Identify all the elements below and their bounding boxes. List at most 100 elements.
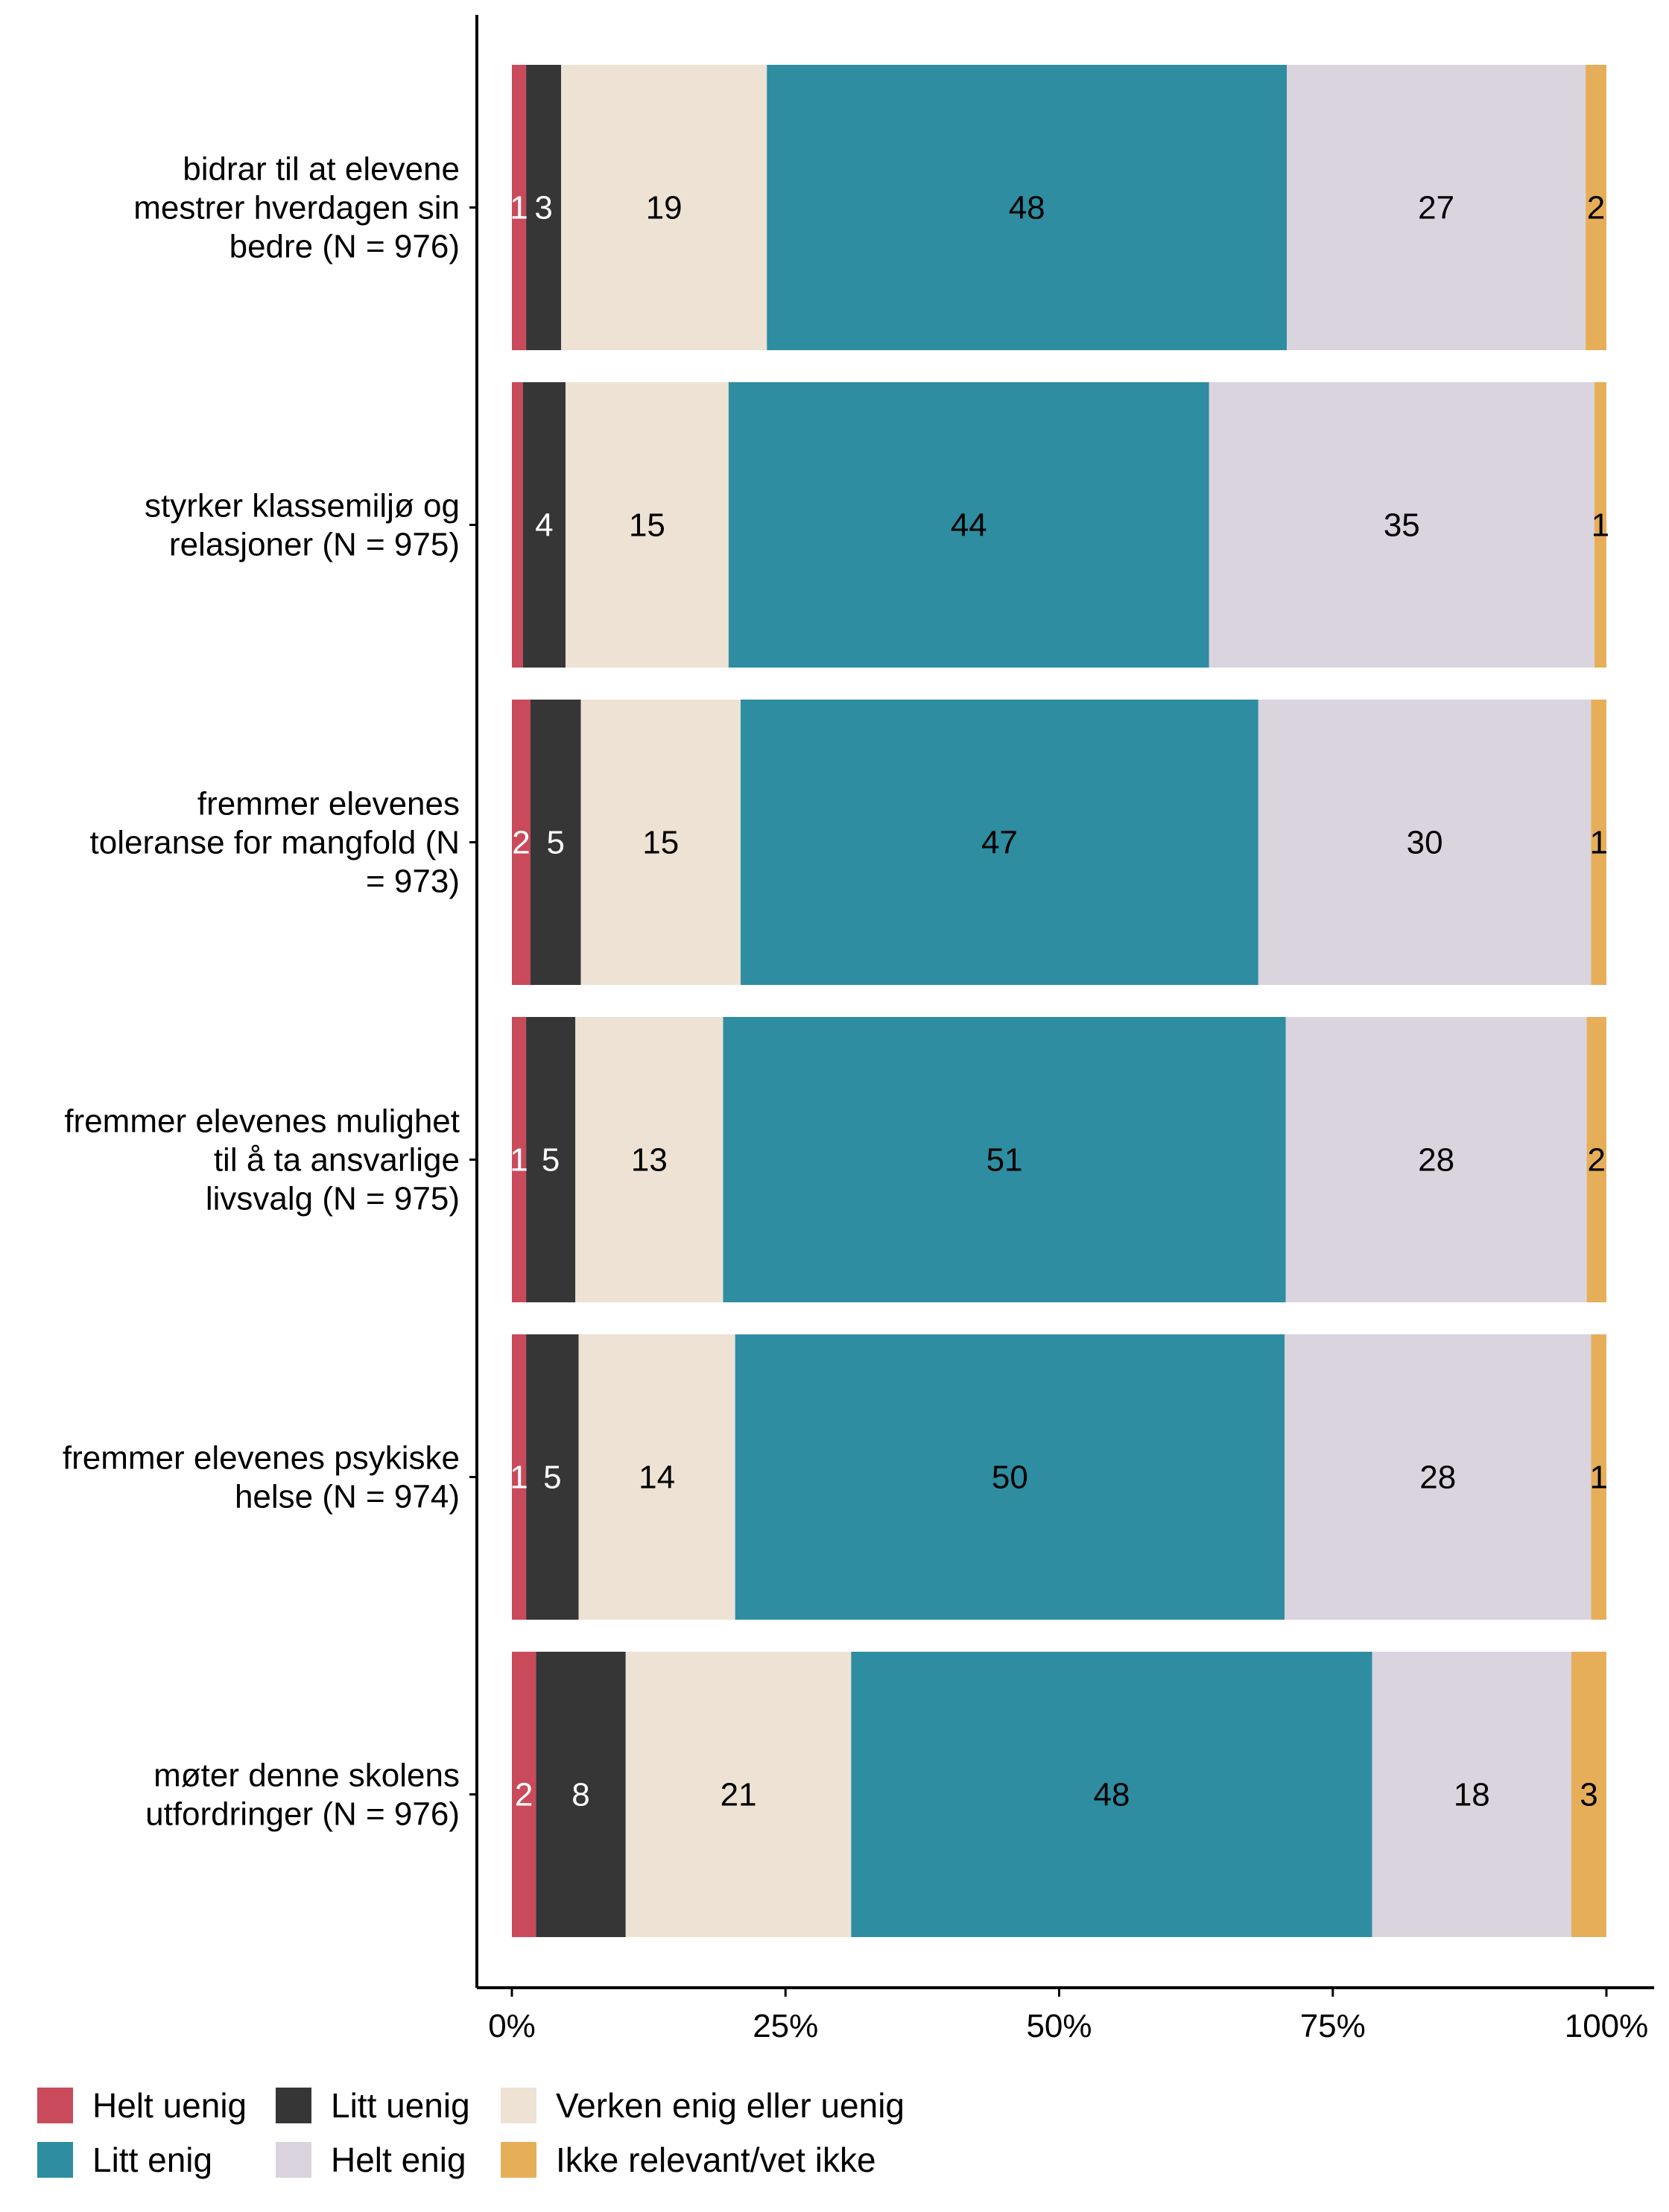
data-label-row-2-litt-uenig: 4 bbox=[535, 507, 553, 544]
bar-segment-ikke-relevant-vet-ikke-row-1 bbox=[1586, 65, 1606, 350]
category-label-line: helse (N = 974) bbox=[235, 1479, 460, 1515]
data-label-row-1-litt-uenig: 3 bbox=[534, 190, 552, 226]
data-label-row-3-ikke-relevant-vet-ikke: 1 bbox=[1589, 825, 1607, 861]
bar-segment-litt-uenig-row-5 bbox=[526, 1334, 579, 1620]
bar-segment-litt-uenig-row-2 bbox=[522, 382, 566, 668]
category-label-row-4: fremmer elevenes mulighet til å ta ansvar… bbox=[64, 1103, 460, 1217]
data-label-row-2-verken-enig-eller-uenig: 15 bbox=[629, 507, 665, 544]
bar-segment-helt-uenig-row-6 bbox=[512, 1652, 536, 1937]
bar-segment-litt-uenig-row-1 bbox=[526, 65, 562, 350]
legend-label-verken-enig-eller-uenig: Verken enig eller uenig bbox=[556, 2086, 905, 2125]
data-label-row-5-helt-uenig: 1 bbox=[510, 1460, 528, 1496]
bar-segment-helt-uenig-row-2 bbox=[512, 382, 523, 668]
data-label-row-5-litt-enig: 50 bbox=[992, 1460, 1028, 1496]
bar-segment-verken-enig-eller-uenig-row-4 bbox=[575, 1017, 723, 1302]
data-label-row-1-verken-enig-eller-uenig: 19 bbox=[646, 190, 683, 226]
data-label-row-2-litt-enig: 44 bbox=[951, 507, 987, 544]
data-label-row-3-helt-uenig: 2 bbox=[512, 825, 530, 861]
data-label-row-4-litt-uenig: 5 bbox=[542, 1142, 560, 1179]
category-labels-group: bidrar til at elevene mestrer hverdagen s… bbox=[63, 151, 460, 1833]
data-label-row-4-litt-enig: 51 bbox=[986, 1142, 1023, 1179]
bar-segment-litt-enig-row-6 bbox=[851, 1652, 1372, 1937]
legend-swatch-helt-enig bbox=[276, 2142, 311, 2178]
category-label-line: styrker klassemiljø og bbox=[145, 488, 460, 525]
legend: Helt uenig Litt uenig Verken enig eller ue… bbox=[37, 2086, 905, 2179]
bar-segment-litt-enig-row-2 bbox=[728, 382, 1209, 668]
data-label-row-2-ikke-relevant-vet-ikke: 1 bbox=[1592, 507, 1609, 544]
axes-group bbox=[469, 15, 1654, 1989]
bar-segment-helt-uenig-row-5 bbox=[512, 1334, 527, 1620]
category-label-line: fremmer elevenes psykiske bbox=[63, 1440, 460, 1477]
data-label-row-6-helt-enig: 18 bbox=[1454, 1777, 1490, 1813]
bar-segment-litt-uenig-row-6 bbox=[536, 1652, 626, 1937]
legend-swatch-verken-enig-eller-uenig bbox=[501, 2088, 536, 2123]
bar-segment-litt-enig-row-4 bbox=[723, 1017, 1286, 1302]
data-label-row-3-helt-enig: 30 bbox=[1407, 825, 1443, 861]
legend-swatch-ikke-relevant-vet-ikke bbox=[501, 2142, 536, 2178]
data-label-row-4-verken-enig-eller-uenig: 13 bbox=[631, 1142, 668, 1179]
category-label-row-1: bidrar til at elevene mestrer hverdagen s… bbox=[133, 151, 460, 265]
data-label-row-6-litt-uenig: 8 bbox=[571, 1777, 589, 1813]
data-label-row-5-ikke-relevant-vet-ikke: 1 bbox=[1589, 1460, 1607, 1496]
category-label-line: utfordringer (N = 976) bbox=[145, 1796, 460, 1833]
bar-segment-verken-enig-eller-uenig-row-2 bbox=[565, 382, 729, 668]
bar-segment-litt-uenig-row-3 bbox=[530, 700, 581, 985]
data-label-row-4-helt-enig: 28 bbox=[1418, 1142, 1454, 1179]
category-label-line: fremmer elevenes bbox=[197, 786, 460, 823]
data-label-row-6-ikke-relevant-vet-ikke: 3 bbox=[1580, 1777, 1597, 1813]
legend-label-litt-uenig: Litt uenig bbox=[331, 2086, 470, 2125]
data-label-row-1-litt-enig: 48 bbox=[1009, 190, 1045, 226]
bar-segment-verken-enig-eller-uenig-row-6 bbox=[625, 1652, 852, 1937]
category-label-line: relasjoner (N = 975) bbox=[169, 527, 460, 563]
x-tick-label: 75% bbox=[1300, 2008, 1366, 2044]
data-label-row-5-helt-enig: 28 bbox=[1419, 1460, 1456, 1496]
x-tick-label: 50% bbox=[1026, 2008, 1092, 2044]
bar-segment-helt-enig-row-3 bbox=[1258, 700, 1592, 985]
bar-segment-verken-enig-eller-uenig-row-1 bbox=[561, 65, 767, 350]
x-tick-label: 100% bbox=[1565, 2008, 1649, 2044]
bar-segment-helt-enig-row-6 bbox=[1372, 1652, 1571, 1937]
x-ticks-group: 0% 25% 50% 75% 100% bbox=[488, 1988, 1648, 2044]
bar-segment-ikke-relevant-vet-ikke-row-4 bbox=[1586, 1017, 1606, 1302]
data-labels-group: 1 3 19 48 27 24 15 44 35 12 5 15 47 30 11 5 13 51 28 21 5 14 5… bbox=[510, 190, 1609, 1813]
data-label-row-1-ikke-relevant-vet-ikke: 2 bbox=[1587, 190, 1605, 226]
category-label-line: møter denne skolens bbox=[153, 1758, 460, 1794]
bar-segment-verken-enig-eller-uenig-row-5 bbox=[578, 1334, 735, 1620]
data-label-row-2-helt-enig: 35 bbox=[1384, 507, 1420, 544]
category-label-row-3: fremmer elevenes toleranse for mangfold (… bbox=[90, 786, 460, 900]
bar-segment-verken-enig-eller-uenig-row-3 bbox=[580, 700, 741, 985]
category-label-row-6: møter denne skolens utfordringer (N = 976… bbox=[145, 1758, 460, 1833]
data-label-row-1-helt-uenig: 1 bbox=[510, 190, 528, 226]
bar-segment-helt-uenig-row-4 bbox=[512, 1017, 527, 1302]
bar-segment-litt-enig-row-3 bbox=[741, 700, 1258, 985]
bar-segment-ikke-relevant-vet-ikke-row-6 bbox=[1571, 1652, 1606, 1937]
data-label-row-6-helt-uenig: 2 bbox=[515, 1777, 533, 1813]
bar-segment-helt-uenig-row-1 bbox=[512, 65, 527, 350]
bar-segment-ikke-relevant-vet-ikke-row-5 bbox=[1591, 1334, 1606, 1620]
category-label-row-2: styrker klassemiljø og relasjoner (N = 97… bbox=[145, 488, 460, 563]
data-label-row-3-litt-enig: 47 bbox=[981, 825, 1018, 861]
legend-label-litt-enig: Litt enig bbox=[92, 2140, 212, 2179]
bars-group bbox=[512, 65, 1606, 1937]
bar-segment-ikke-relevant-vet-ikke-row-3 bbox=[1591, 700, 1606, 985]
data-label-row-5-litt-uenig: 5 bbox=[543, 1460, 561, 1496]
bar-segment-litt-enig-row-1 bbox=[767, 65, 1288, 350]
category-label-line: bidrar til at elevene bbox=[183, 151, 460, 188]
bar-segment-litt-uenig-row-4 bbox=[526, 1017, 576, 1302]
legend-label-helt-uenig: Helt uenig bbox=[92, 2086, 247, 2125]
legend-label-ikke-relevant-vet-ikke: Ikke relevant/vet ikke bbox=[556, 2140, 876, 2179]
category-label-line: toleranse for mangfold (N bbox=[90, 825, 460, 861]
data-label-row-6-litt-enig: 48 bbox=[1094, 1777, 1130, 1813]
legend-swatch-litt-uenig bbox=[276, 2088, 311, 2123]
bar-segment-helt-enig-row-5 bbox=[1285, 1334, 1592, 1620]
category-label-line: = 973) bbox=[366, 863, 460, 900]
data-label-row-4-helt-uenig: 1 bbox=[510, 1142, 528, 1179]
data-label-row-5-verken-enig-eller-uenig: 14 bbox=[639, 1460, 675, 1496]
data-label-row-6-verken-enig-eller-uenig: 21 bbox=[721, 1777, 757, 1813]
category-label-line: mestrer hverdagen sin bbox=[133, 190, 460, 226]
legend-swatch-helt-uenig bbox=[37, 2088, 73, 2123]
bar-segment-helt-enig-row-4 bbox=[1285, 1017, 1587, 1302]
bar-segment-helt-enig-row-2 bbox=[1209, 382, 1594, 668]
legend-swatch-litt-enig bbox=[37, 2142, 73, 2178]
